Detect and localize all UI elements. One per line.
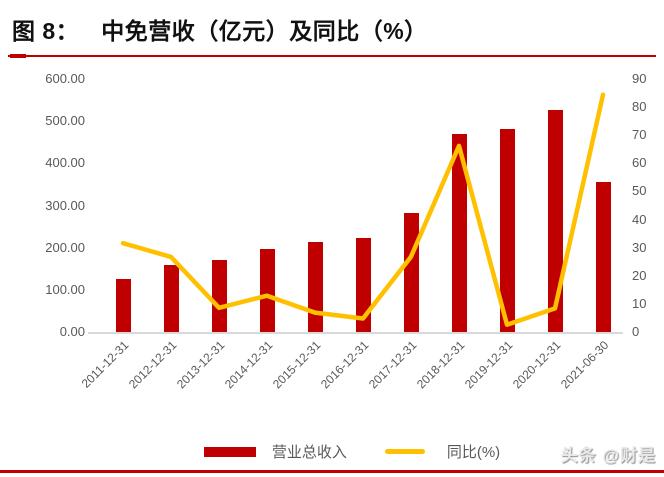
bar-2020-12-31 (547, 109, 563, 332)
title-underline-accent (10, 54, 26, 58)
figure-header: 图 8： 中免营收（亿元）及同比（%） (12, 12, 428, 46)
x-label-2020-12-31: 2020-12-31 (509, 338, 563, 392)
bar-2012-12-31 (163, 265, 179, 332)
right-tick-10: 10 (632, 295, 647, 311)
figure-label: 图 8： (12, 18, 80, 44)
watermark: 头条 @财是 (560, 446, 656, 465)
right-tick-90: 90 (632, 71, 647, 86)
x-label-2013-12-31: 2013-12-31 (173, 338, 227, 392)
bar-2016-12-31 (355, 237, 371, 332)
right-tick-20: 20 (632, 267, 647, 283)
bar-2011-12-31 (115, 278, 131, 332)
chart-legend: 营业总收入 同比(%) (0, 441, 664, 462)
left-tick-600.00: 600.00 (45, 71, 85, 86)
x-label-2016-12-31: 2016-12-31 (317, 338, 371, 392)
left-tick-300.00: 300.00 (45, 197, 85, 213)
left-tick-500.00: 500.00 (45, 113, 85, 129)
right-tick-60: 60 (632, 155, 647, 171)
bar-2021-06-30 (595, 182, 611, 332)
bar-2013-12-31 (211, 259, 227, 332)
yoy-line (120, 92, 606, 327)
right-tick-30: 30 (632, 239, 647, 255)
x-label-2018-12-31: 2018-12-31 (413, 338, 467, 392)
left-tick-100.00: 100.00 (45, 281, 85, 297)
right-tick-70: 70 (632, 127, 647, 143)
x-label-2014-12-31: 2014-12-31 (221, 338, 275, 392)
title-underline (8, 54, 656, 58)
x-label-2017-12-31: 2017-12-31 (365, 338, 419, 392)
x-label-2012-12-31: 2012-12-31 (125, 338, 179, 392)
right-tick-0: 0 (632, 324, 640, 339)
bottom-rule (0, 470, 664, 473)
figure-title: 中免营收（亿元）及同比（%） (101, 18, 428, 44)
legend-line-swatch (384, 449, 425, 454)
bar-2019-12-31 (499, 129, 515, 332)
right-tick-50: 50 (632, 183, 647, 199)
left-tick-400.00: 400.00 (45, 155, 85, 171)
x-label-2011-12-31: 2011-12-31 (78, 338, 131, 391)
x-label-2015-12-31: 2015-12-31 (269, 338, 323, 392)
x-label-2021-06-30: 2021-06-30 (557, 338, 611, 392)
legend-bar-swatch (203, 446, 256, 457)
right-tick-40: 40 (632, 211, 647, 227)
x-label-2019-12-31: 2019-12-31 (461, 338, 515, 392)
left-axis-ticks: 600.00 500.00 400.00 300.00 200.00 100.00 0.00 (0, 71, 85, 339)
left-tick-0.00: 0.00 (59, 324, 85, 339)
bar-2018-12-31 (451, 133, 467, 332)
legend-bar-label: 营业总收入 (271, 444, 347, 461)
left-tick-200.00: 200.00 (45, 239, 85, 255)
x-axis-labels: 2011-12-31 2012-12-31 2013-12-31 2014-12-31… (78, 338, 627, 416)
right-tick-80: 80 (632, 99, 647, 115)
bar-2014-12-31 (259, 248, 275, 332)
right-axis-ticks: 90 80 70 60 50 40 30 20 10 0 (632, 71, 664, 339)
x-axis-line (88, 332, 623, 334)
plot-area (88, 79, 627, 334)
legend-line-label: 同比(%) (446, 444, 501, 461)
